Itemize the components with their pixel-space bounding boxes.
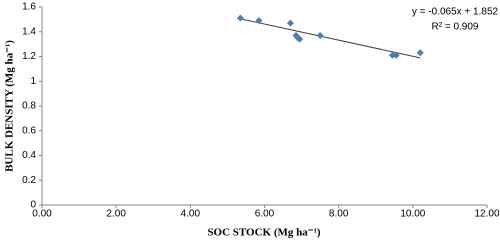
y-tick-label: 1.2 (22, 51, 36, 62)
x-tick-label: 4.00 (181, 209, 201, 220)
point (255, 17, 263, 25)
x-tick-label: 6.00 (255, 209, 275, 220)
x-tick-label: 8.00 (329, 209, 349, 220)
trendline (240, 18, 421, 59)
y-tick-label: 0.6 (22, 125, 36, 136)
equation: y = -0.065x + 1.852 (412, 7, 499, 18)
point (236, 14, 244, 22)
point (316, 31, 324, 39)
point (286, 19, 294, 27)
y-axis-label: BULK DENSITY (Mg ha⁻¹) (4, 40, 16, 172)
x-tick-label: 12.00 (474, 209, 499, 220)
y-tick-label: 1.6 (22, 2, 36, 13)
point (392, 51, 400, 59)
y-tick-label: 0.4 (22, 150, 36, 161)
point (388, 51, 396, 59)
y-tick-label: 0.2 (22, 175, 36, 186)
point (296, 35, 304, 43)
x-axis-label: SOC STOCK (Mg ha⁻¹) (207, 227, 320, 239)
y-tick-label: 0.8 (22, 101, 36, 112)
x-tick-label: 0.00 (32, 209, 52, 220)
y-tick-label: 1.4 (22, 26, 36, 37)
x-tick-label: 10.00 (400, 209, 425, 220)
y-tick-label: 1 (30, 76, 36, 87)
x-tick-label: 2.00 (106, 209, 126, 220)
r-squared: R² = 0.909 (432, 22, 479, 33)
point (416, 49, 424, 57)
y-tick-label: 0 (30, 200, 36, 211)
